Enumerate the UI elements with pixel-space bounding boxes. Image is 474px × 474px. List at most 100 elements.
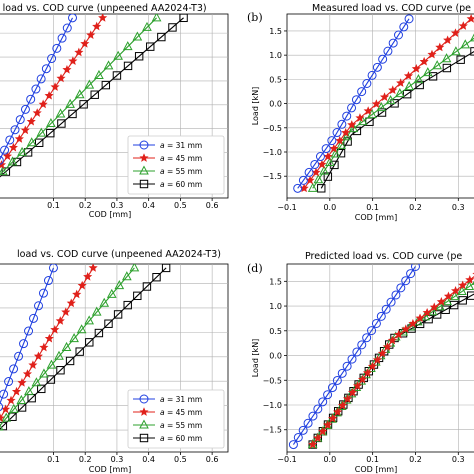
- data-point: [91, 306, 102, 316]
- data-point: [458, 296, 467, 305]
- legend-var: a: [160, 141, 165, 150]
- data-point: [362, 333, 372, 343]
- y-tick-label: −1.5: [263, 426, 282, 435]
- legend-value: = 31 mm: [165, 395, 203, 404]
- x-tick-label: −0.1: [277, 455, 296, 464]
- x-tick-label: 0.2: [79, 455, 92, 464]
- data-point: [57, 33, 67, 43]
- data-point: [465, 275, 474, 284]
- data-point: [318, 426, 328, 436]
- data-point: [31, 84, 41, 94]
- data-point: [308, 411, 318, 421]
- data-point: [458, 280, 468, 290]
- data-point: [28, 360, 38, 370]
- data-point: [46, 117, 56, 128]
- data-point: [55, 108, 66, 118]
- data-point: [92, 21, 102, 31]
- legend-label: a = 31 mm: [160, 141, 202, 150]
- y-tick-label: −0.5: [263, 376, 282, 385]
- legend-box: [127, 135, 225, 195]
- data-point: [11, 386, 22, 396]
- data-point: [17, 146, 27, 156]
- data-point: [19, 339, 29, 349]
- data-point: [388, 85, 398, 95]
- x-tick-label: 0.2: [79, 201, 92, 210]
- data-point: [90, 90, 99, 99]
- x-axis-label-b: COD [mm]: [355, 213, 397, 222]
- series-star: [308, 272, 474, 449]
- y-tick-label: 1.5: [269, 277, 282, 286]
- x-tick-label: 0.1: [47, 455, 60, 464]
- data-point: [101, 80, 111, 90]
- data-point: [44, 333, 54, 343]
- grid-c: [0, 264, 228, 452]
- data-point: [46, 375, 56, 384]
- data-point: [86, 30, 96, 39]
- data-point: [303, 418, 313, 428]
- data-point: [323, 390, 333, 400]
- data-point: [0, 423, 4, 431]
- data-point: [307, 182, 318, 192]
- x-ticks-d: −0.1 0.0 0.1 0.2 0.3: [277, 452, 465, 464]
- data-point: [347, 354, 357, 364]
- data-point: [161, 264, 171, 273]
- data-point: [304, 167, 314, 177]
- legend-var: a: [160, 180, 165, 189]
- legend-value: = 55 mm: [165, 167, 203, 176]
- data-point: [44, 90, 54, 100]
- data-point: [457, 285, 467, 296]
- data-point: [79, 100, 88, 109]
- data-point: [9, 364, 19, 374]
- data-point: [5, 135, 15, 145]
- data-point: [381, 304, 391, 314]
- data-point: [4, 377, 14, 387]
- data-point: [460, 39, 471, 49]
- panel-a: l load vs. COD curve (unpeened AA2024-T3…: [0, 3, 229, 219]
- data-point: [410, 264, 420, 271]
- data-point: [61, 307, 71, 316]
- data-point: [56, 73, 66, 83]
- panel-d-title: Predicted load vs. COD curve (pe: [305, 251, 462, 262]
- data-point: [329, 143, 339, 153]
- data-point: [14, 134, 24, 143]
- data-point: [6, 395, 16, 405]
- data-point: [68, 109, 77, 119]
- data-point: [57, 119, 66, 128]
- data-point: [347, 103, 357, 113]
- data-point: [422, 307, 432, 317]
- legend-label: a = 55 mm: [160, 167, 202, 176]
- data-point: [10, 125, 20, 135]
- data-point: [367, 326, 377, 336]
- data-point: [347, 387, 358, 397]
- data-point: [157, 32, 166, 42]
- data-point: [17, 378, 27, 387]
- data-point: [450, 28, 461, 37]
- data-point: [357, 116, 368, 126]
- data-point: [68, 56, 78, 65]
- data-point: [103, 60, 114, 70]
- data-point: [26, 116, 36, 126]
- data-point: [396, 283, 406, 293]
- legend-box: [127, 389, 225, 449]
- data-point: [66, 298, 76, 308]
- data-point: [342, 394, 353, 403]
- series-star: [299, 14, 474, 193]
- panel-b: (b) Measured load vs. COD curve (pe −0.1…: [247, 3, 474, 222]
- series-b: [293, 14, 474, 193]
- data-point: [348, 123, 359, 133]
- data-point: [134, 52, 144, 61]
- data-point: [456, 55, 465, 64]
- data-point: [401, 276, 411, 286]
- legend-marker: [139, 153, 149, 162]
- data-point: [337, 119, 347, 129]
- y-tick-label: 0.5: [269, 327, 282, 336]
- data-point: [436, 297, 446, 306]
- legend-label: a = 45 mm: [160, 408, 202, 417]
- data-point: [26, 94, 36, 104]
- legend-value: = 60 mm: [165, 180, 203, 189]
- data-point: [98, 14, 108, 22]
- data-point: [324, 156, 335, 167]
- panel-d-label: (d): [247, 262, 263, 275]
- data-point: [39, 368, 49, 378]
- data-point: [293, 432, 303, 442]
